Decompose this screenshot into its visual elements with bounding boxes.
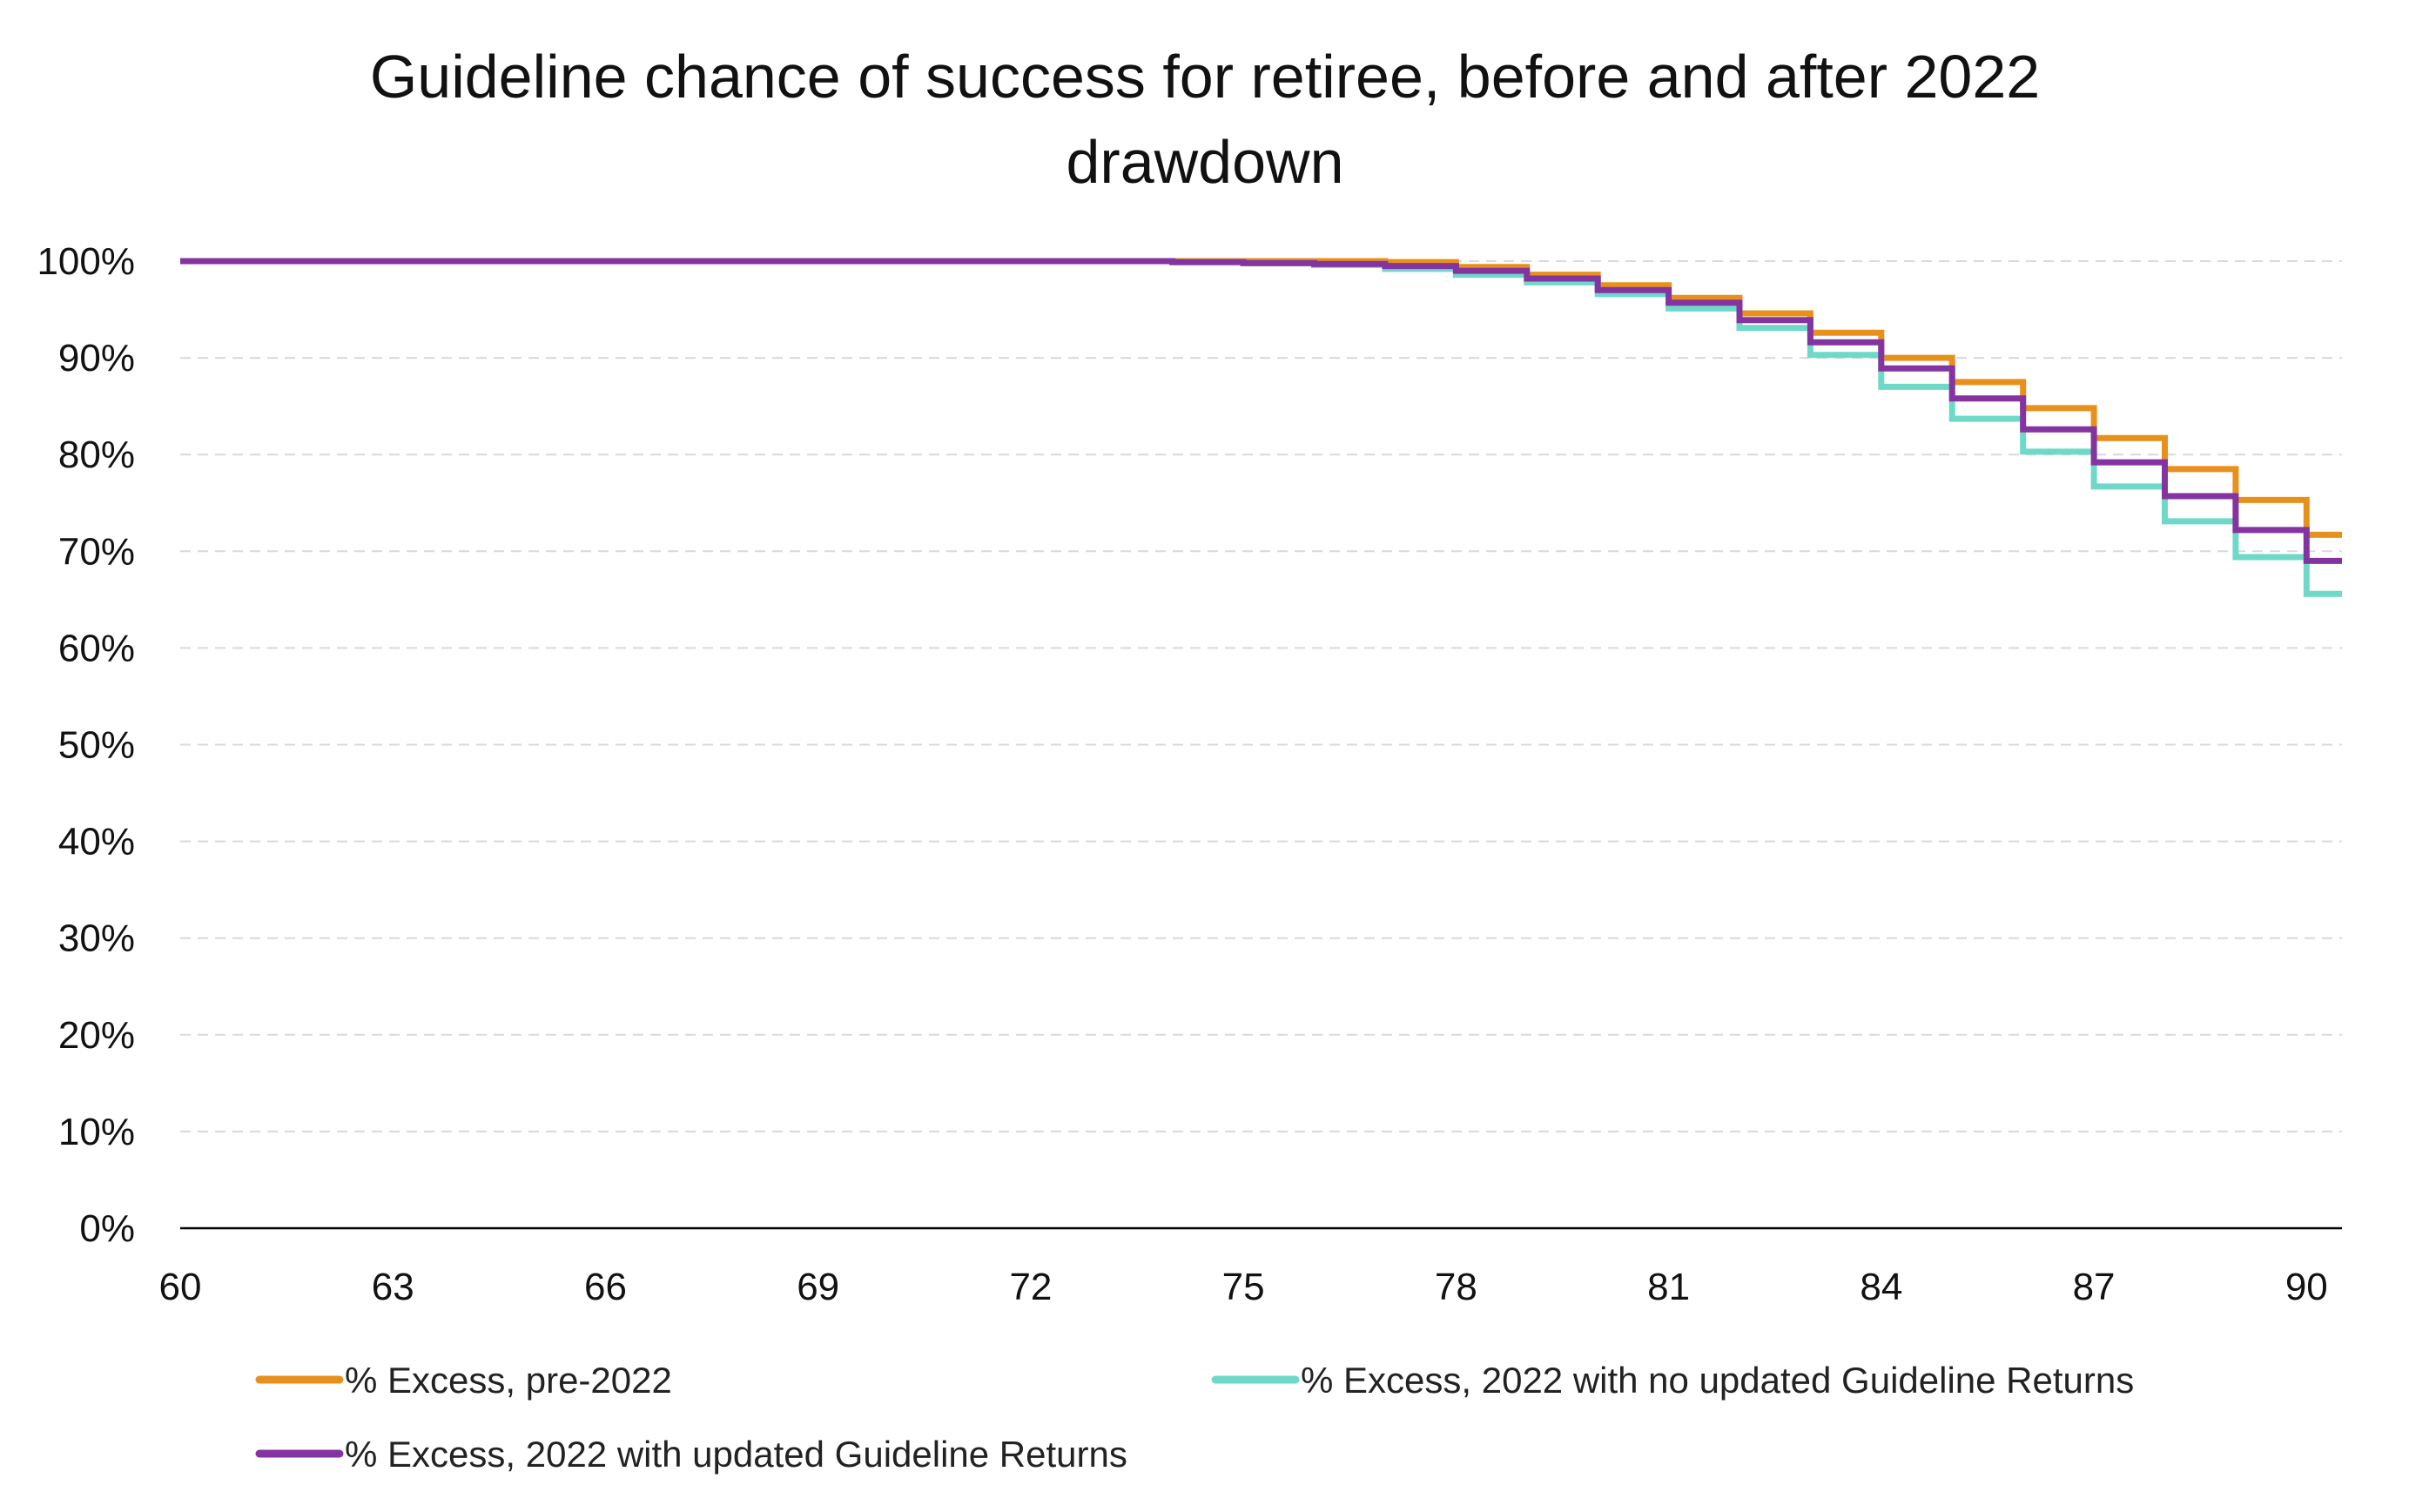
series-line-3 [180,258,2342,564]
chart-title-line-1: Guideline chance of success for retiree,… [370,43,2040,111]
x-tick-label: 66 [584,1266,627,1308]
x-tick-label: 63 [372,1266,414,1308]
chart-title-line-2: drawdown [1066,128,1343,196]
x-tick-label: 84 [1860,1266,1902,1308]
y-tick-label: 90% [58,337,135,380]
legend-item-3[interactable]: % Excess, 2022 with updated Guideline Re… [255,1434,1127,1475]
y-tick-label: 40% [58,821,135,864]
x-tick-label: 72 [1009,1266,1052,1308]
x-tick-label: 69 [797,1266,839,1308]
series-lines [180,258,2342,597]
y-axis: 0% 10% 20% 30% 40% 50% 60% 70% 80% 90% 100% [37,240,135,1250]
y-tick-label: 50% [58,724,135,767]
legend-item-1[interactable]: % Excess, pre-2022 [255,1360,672,1401]
y-tick-label: 100% [37,240,135,283]
x-tick-label: 60 [159,1266,202,1308]
y-tick-label: 10% [58,1111,135,1153]
gridlines [180,260,2342,1132]
series-line-2 [180,258,2342,597]
x-tick-label: 75 [1222,1266,1265,1308]
y-tick-label: 0% [79,1207,135,1250]
y-tick-label: 80% [58,433,135,476]
x-tick-label: 87 [2073,1266,2116,1308]
legend[interactable]: % Excess, pre-2022 % Excess, 2022 with no… [255,1360,2134,1475]
y-tick-label: 30% [58,917,135,960]
legend-item-2[interactable]: % Excess, 2022 with no updated Guideline… [1211,1360,2134,1401]
x-axis: 60 63 66 69 72 75 78 81 84 87 90 [159,1226,2342,1308]
legend-label: % Excess, pre-2022 [345,1360,672,1401]
chart-title: Guideline chance of success for retiree,… [370,43,2040,196]
series-line-1 [180,258,2342,538]
y-tick-label: 20% [58,1014,135,1057]
legend-label: % Excess, 2022 with no updated Guideline… [1301,1360,2134,1401]
x-tick-label: 90 [2285,1266,2328,1308]
x-tick-label: 78 [1435,1266,1477,1308]
legend-label: % Excess, 2022 with updated Guideline Re… [345,1434,1127,1475]
y-tick-label: 60% [58,627,135,669]
x-tick-label: 81 [1647,1266,1690,1308]
y-tick-label: 70% [58,530,135,573]
